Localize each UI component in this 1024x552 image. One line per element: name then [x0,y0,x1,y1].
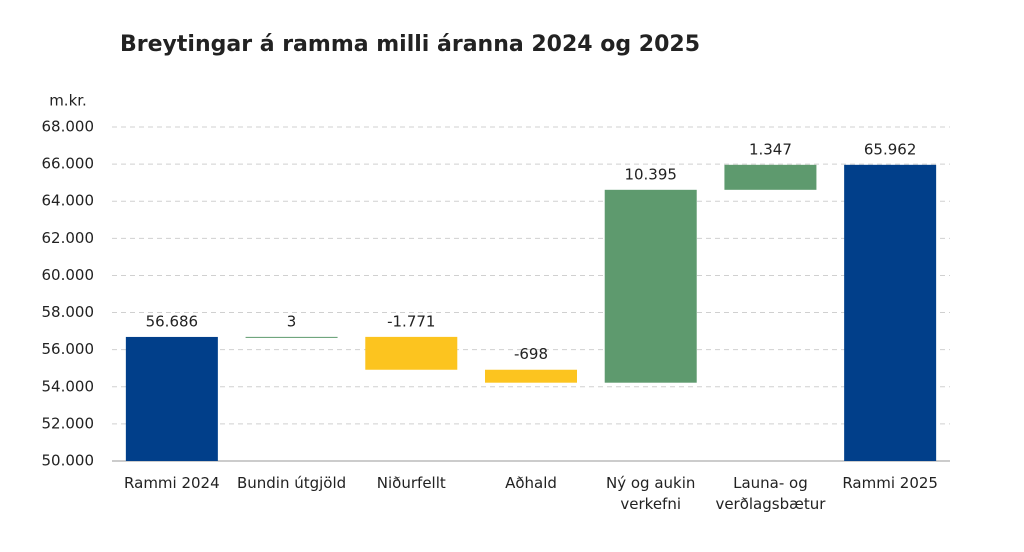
value-label: -1.771 [387,312,435,330]
bar [724,164,817,190]
y-tick-label: 62.000 [42,229,95,247]
x-tick-label: Rammi 2024 [124,474,220,492]
bar [604,189,697,383]
y-tick-label: 52.000 [42,414,95,432]
x-tick-label: Ný og aukin verkefni [606,474,696,513]
x-tick-label: Bundin útgjöld [236,474,347,492]
y-tick-label: 50.000 [42,452,95,470]
bar [844,164,937,461]
value-label: -698 [514,345,548,363]
y-tick-label: 56.000 [42,340,95,358]
chart-title: Breytingar á ramma milli áranna 2024 og … [120,32,700,57]
y-tick-label: 54.000 [42,377,95,395]
y-tick-label: 64.000 [42,192,95,210]
y-tick-label: 60.000 [42,266,95,284]
y-tick-label: 66.000 [42,155,95,173]
bar [125,336,218,461]
bar [245,336,338,338]
value-label: 10.395 [624,165,677,183]
bar [485,369,577,383]
x-tick-label: Launa- og verðlagsbætur [715,474,826,513]
value-label: 65.962 [864,140,917,158]
y-tick-label: 68.000 [42,118,95,136]
value-label: 3 [287,312,297,330]
x-tick-label: Aðhald [505,474,557,492]
bar [365,336,458,370]
x-tick-label: Rammi 2025 [842,474,938,492]
value-label: 56.686 [146,312,199,330]
value-label: 1.347 [749,140,792,158]
y-tick-label: 58.000 [42,303,95,321]
y-axis-label: m.kr. [49,92,87,110]
x-tick-label: Niðurfellt [376,474,446,492]
